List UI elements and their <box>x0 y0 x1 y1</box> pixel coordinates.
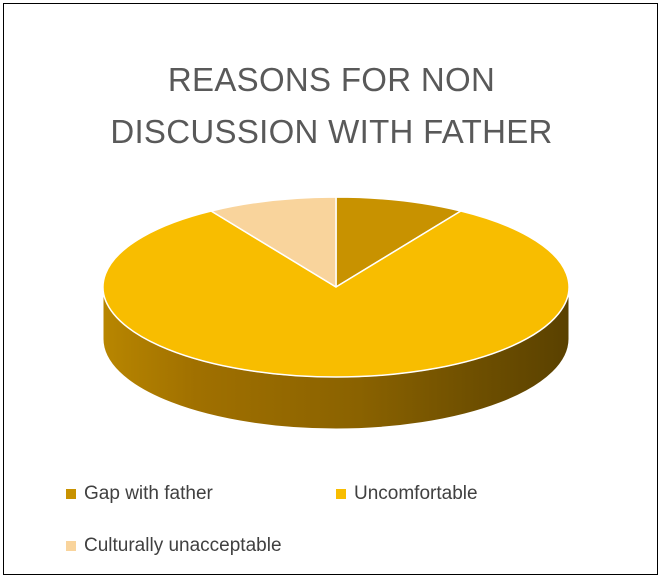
legend-swatch-gap-with-father <box>66 489 76 499</box>
legend-swatch-uncomfortable <box>336 489 346 499</box>
pie-slice-culturally-unacceptable <box>210 196 337 288</box>
legend-item-culturally-unacceptable: Culturally unacceptable <box>66 534 282 558</box>
pie-slice-uncomfortable <box>102 210 570 378</box>
legend-label-culturally-unacceptable: Culturally unacceptable <box>84 535 282 556</box>
pie-slices <box>102 196 570 378</box>
pie-slice-gap-with-father <box>335 196 462 288</box>
legend-label-uncomfortable: Uncomfortable <box>354 483 478 504</box>
chart-title-line-2: DISCUSSION WITH FATHER <box>110 113 553 150</box>
legend-swatch-culturally-unacceptable <box>66 541 76 551</box>
legend-item-gap-with-father: Gap with father <box>66 482 213 506</box>
legend-item-uncomfortable: Uncomfortable <box>336 482 478 506</box>
legend-label-gap-with-father: Gap with father <box>84 483 213 504</box>
chart-title-line-1: REASONS FOR NON <box>167 61 496 98</box>
